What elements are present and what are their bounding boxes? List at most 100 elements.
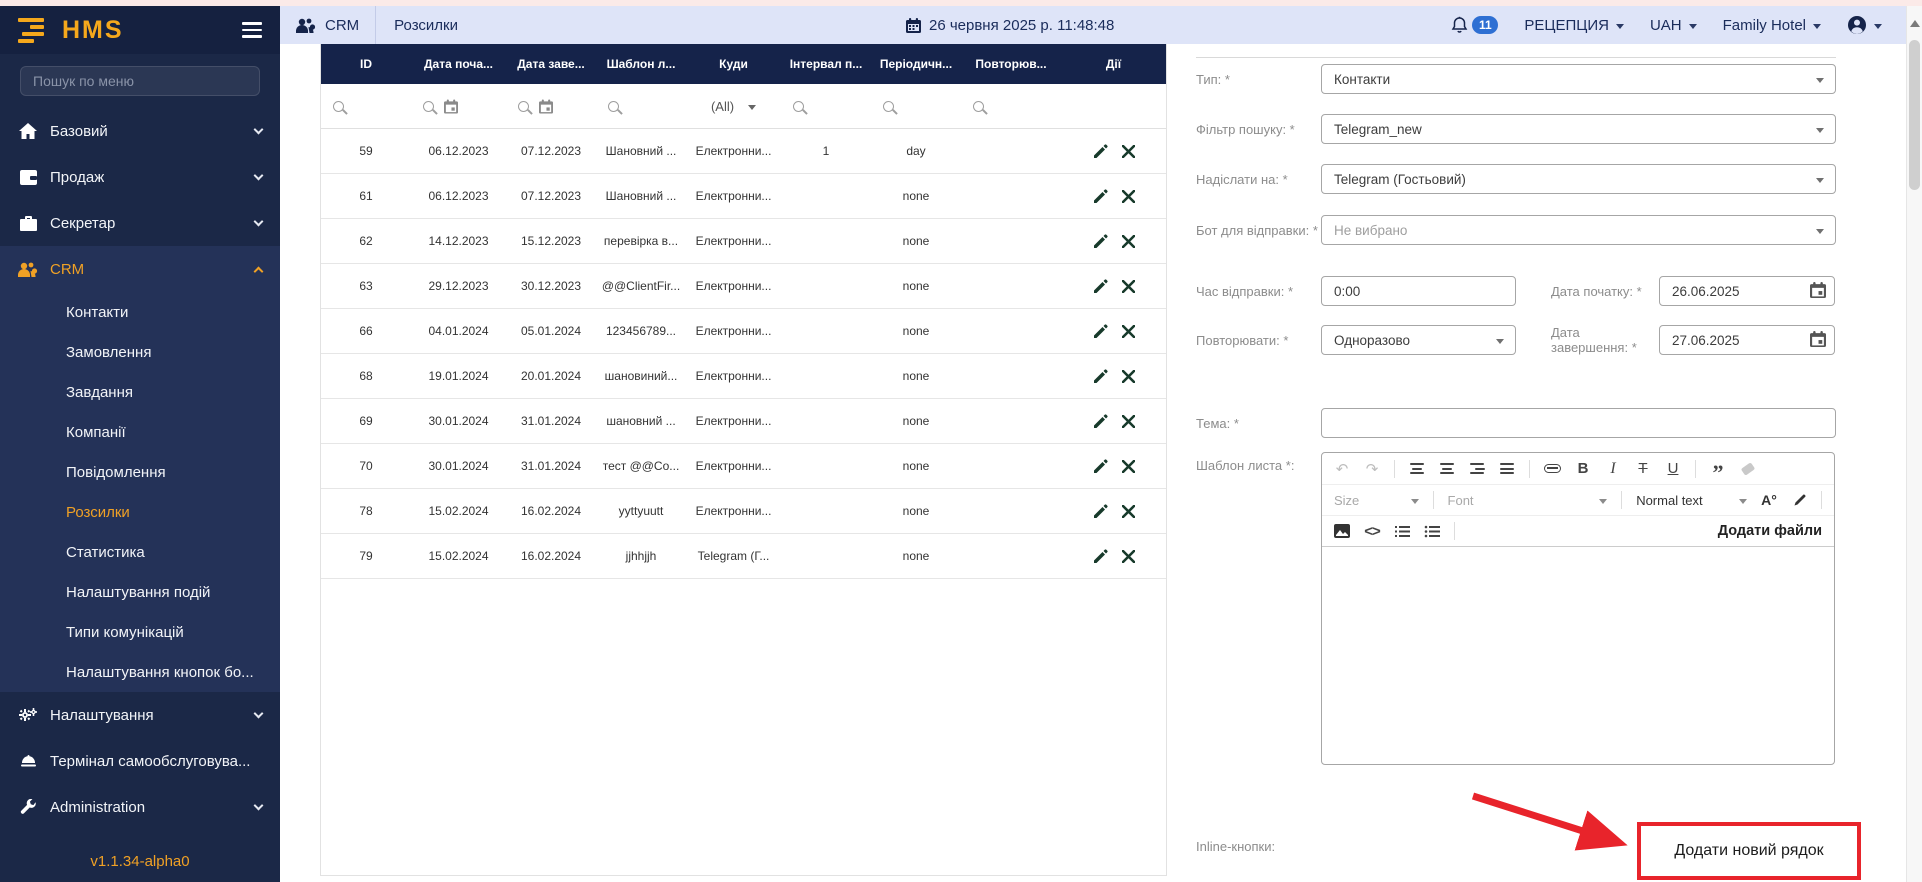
scrollbar-thumb[interactable] xyxy=(1909,40,1920,190)
send-to-select[interactable]: Telegram (Гостьовий) xyxy=(1321,164,1836,194)
search-icon[interactable] xyxy=(423,100,434,112)
calendar-filter-icon[interactable] xyxy=(444,99,458,114)
delete-icon[interactable] xyxy=(1121,504,1135,518)
align-left-icon[interactable] xyxy=(1409,463,1425,474)
sidebar-item-orders[interactable]: Замовлення xyxy=(66,343,152,361)
sidebar-item-event-settings[interactable]: Налаштування подій xyxy=(66,583,211,601)
sidebar-item-companies[interactable]: Компанії xyxy=(66,423,126,441)
edit-icon[interactable] xyxy=(1093,233,1108,249)
sidebar-item-crm[interactable]: CRM xyxy=(0,246,280,292)
subject-input[interactable] xyxy=(1321,408,1836,438)
sidebar-item-statistics[interactable]: Статистика xyxy=(66,543,145,561)
undo-icon[interactable]: ↶ xyxy=(1335,460,1349,478)
underline-icon[interactable]: U xyxy=(1667,460,1679,477)
edit-icon[interactable] xyxy=(1093,278,1108,294)
delete-icon[interactable] xyxy=(1121,369,1135,383)
align-justify-icon[interactable] xyxy=(1499,463,1515,474)
search-icon[interactable] xyxy=(883,100,894,112)
reception-menu[interactable]: РЕЦЕПЦИЯ xyxy=(1524,17,1624,34)
sidebar-item-bot-buttons-settings[interactable]: Налаштування кнопок бо... xyxy=(66,663,254,681)
breadcrumb-root[interactable]: CRM xyxy=(325,16,360,34)
type-select[interactable]: Контакти xyxy=(1321,64,1836,94)
edit-icon[interactable] xyxy=(1093,368,1108,384)
eraser-icon[interactable] xyxy=(1740,461,1756,476)
sidebar-item-base[interactable]: Базовий xyxy=(0,108,280,154)
menu-search-input[interactable] xyxy=(20,66,260,96)
text-style-dropdown[interactable]: Normal text xyxy=(1636,493,1747,508)
highlighter-icon[interactable] xyxy=(1791,493,1807,507)
date-start-input[interactable] xyxy=(1659,276,1835,306)
hamburger-menu-icon[interactable] xyxy=(242,22,262,38)
column-header-periodicity[interactable]: Періодичн... xyxy=(879,57,953,71)
redo-icon[interactable]: ↷ xyxy=(1365,460,1379,478)
scroll-up-arrow-icon[interactable] xyxy=(1910,20,1920,27)
date-end-input[interactable] xyxy=(1659,325,1835,355)
edit-icon[interactable] xyxy=(1093,143,1108,159)
sidebar-item-secretary[interactable]: Секретар xyxy=(0,200,280,246)
delete-icon[interactable] xyxy=(1121,189,1135,203)
delete-icon[interactable] xyxy=(1121,549,1135,563)
user-menu[interactable] xyxy=(1847,15,1882,35)
edit-icon[interactable] xyxy=(1093,458,1108,474)
search-filter-select[interactable]: Telegram_new xyxy=(1321,114,1836,144)
sidebar-item-mailings[interactable]: Розсилки xyxy=(66,503,130,521)
sidebar-item-contacts[interactable]: Контакти xyxy=(66,303,129,321)
column-header-date-start[interactable]: Дата поча... xyxy=(423,57,494,71)
ordered-list-icon[interactable] xyxy=(1394,525,1410,538)
italic-icon[interactable]: I xyxy=(1610,459,1616,477)
code-view-icon[interactable]: <> xyxy=(1364,522,1381,540)
calendar-icon[interactable] xyxy=(1810,331,1826,347)
align-right-icon[interactable] xyxy=(1469,463,1485,474)
calendar-icon[interactable] xyxy=(1810,282,1826,298)
bullet-list-icon[interactable] xyxy=(1424,525,1440,538)
search-icon[interactable] xyxy=(793,100,804,112)
delete-icon[interactable] xyxy=(1121,144,1135,158)
editor-content-area[interactable] xyxy=(1322,546,1834,764)
column-header-id[interactable]: ID xyxy=(360,57,372,71)
delete-icon[interactable] xyxy=(1121,234,1135,248)
edit-icon[interactable] xyxy=(1093,413,1108,429)
sidebar-item-administration[interactable]: Administration xyxy=(0,784,280,830)
font-family-dropdown[interactable]: Font xyxy=(1448,493,1608,508)
font-color-icon[interactable]: A° xyxy=(1761,492,1777,508)
column-header-template[interactable]: Шаблон л... xyxy=(606,57,676,71)
sidebar-item-messages[interactable]: Повідомлення xyxy=(66,463,166,481)
search-icon[interactable] xyxy=(973,100,984,112)
column-header-interval[interactable]: Інтервал п... xyxy=(789,57,863,71)
insert-image-icon[interactable] xyxy=(1334,524,1350,538)
search-icon[interactable] xyxy=(333,100,344,112)
delete-icon[interactable] xyxy=(1121,459,1135,473)
strikethrough-icon[interactable]: T xyxy=(1638,460,1648,477)
vertical-scrollbar[interactable] xyxy=(1906,6,1922,882)
blockquote-icon[interactable]: ” xyxy=(1712,459,1724,485)
align-center-icon[interactable] xyxy=(1439,463,1455,474)
edit-icon[interactable] xyxy=(1093,323,1108,339)
column-header-date-end[interactable]: Дата заве... xyxy=(517,57,585,71)
search-icon[interactable] xyxy=(608,100,619,112)
destination-filter-dropdown[interactable]: (All) xyxy=(711,99,757,114)
sidebar-item-sales[interactable]: Продаж xyxy=(0,154,280,200)
delete-icon[interactable] xyxy=(1121,414,1135,428)
sidebar-item-communication-types[interactable]: Типи комунікацій xyxy=(66,623,184,641)
edit-icon[interactable] xyxy=(1093,548,1108,564)
bold-icon[interactable]: B xyxy=(1577,460,1589,477)
bot-select[interactable]: Не вибрано xyxy=(1321,215,1836,245)
delete-icon[interactable] xyxy=(1121,279,1135,293)
add-new-row-button[interactable]: Додати новий рядок xyxy=(1637,822,1861,880)
search-icon[interactable] xyxy=(518,100,529,112)
link-icon[interactable] xyxy=(1544,464,1561,473)
column-header-destination[interactable]: Куди xyxy=(719,57,748,71)
currency-menu[interactable]: UAH xyxy=(1650,17,1697,34)
repeat-select[interactable]: Одноразово xyxy=(1321,325,1516,355)
sidebar-item-settings[interactable]: Налаштування xyxy=(0,692,280,738)
add-files-button[interactable]: Додати файли xyxy=(1717,523,1822,539)
sidebar-item-tasks[interactable]: Завдання xyxy=(66,383,133,401)
font-size-dropdown[interactable]: Size xyxy=(1334,493,1419,508)
delete-icon[interactable] xyxy=(1121,324,1135,338)
send-time-input[interactable] xyxy=(1321,276,1516,306)
edit-icon[interactable] xyxy=(1093,503,1108,519)
hotel-menu[interactable]: Family Hotel xyxy=(1723,17,1821,34)
edit-icon[interactable] xyxy=(1093,188,1108,204)
calendar-filter-icon[interactable] xyxy=(539,99,553,114)
notifications-button[interactable]: 11 xyxy=(1451,16,1499,34)
